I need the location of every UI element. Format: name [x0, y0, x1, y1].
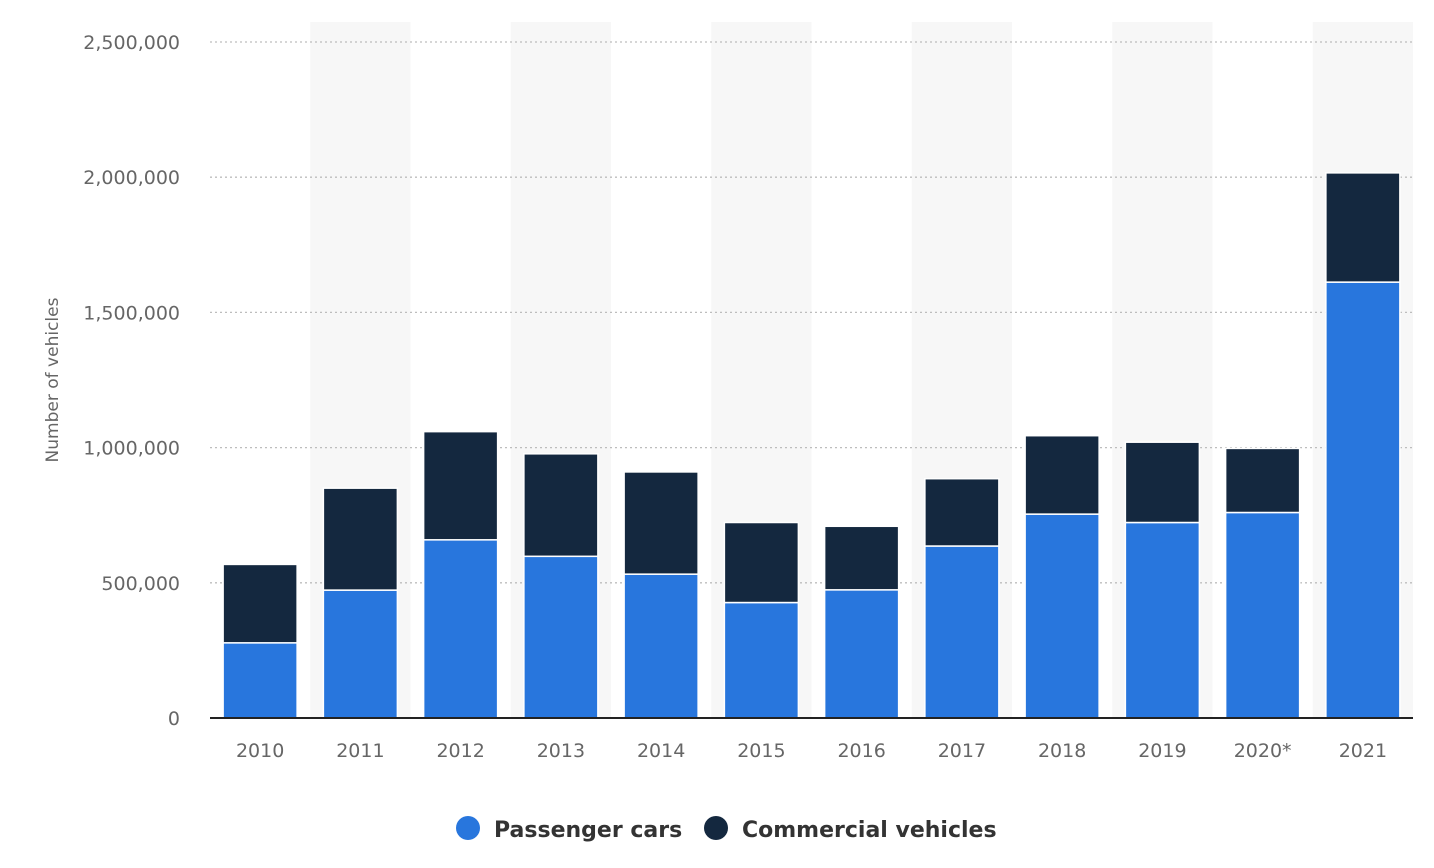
x-tick-label: 2018	[1038, 740, 1086, 762]
y-axis-ticks: 0 500,000 1,000,000 1,500,000 2,000,000 2,500…	[83, 32, 180, 730]
bar-commercial-vehicles	[1124, 441, 1201, 524]
x-tick-label: 2014	[637, 740, 685, 762]
legend-label: Commercial vehicles	[742, 818, 997, 843]
legend-swatch	[456, 816, 480, 840]
bar-commercial-vehicles	[322, 487, 399, 591]
y-tick-label: 1,500,000	[83, 302, 180, 324]
gridlines	[210, 41, 1413, 584]
bar-passenger-cars	[924, 545, 1000, 719]
bar-commercial-vehicles	[823, 525, 900, 591]
x-tick-label: 2019	[1138, 740, 1186, 762]
legend-label: Passenger cars	[494, 818, 682, 843]
x-tick-label: 2020*	[1234, 740, 1292, 762]
x-tick-label: 2017	[938, 740, 986, 762]
y-tick-label: 2,500,000	[83, 32, 180, 54]
bars	[222, 172, 1401, 719]
bar-passenger-cars	[623, 573, 699, 719]
bar-passenger-cars	[1224, 511, 1301, 719]
legend-swatch	[704, 816, 728, 840]
bar-commercial-vehicles	[723, 521, 800, 604]
bar-passenger-cars	[1124, 521, 1201, 719]
bar-commercial-vehicles	[1325, 172, 1401, 283]
bar-commercial-vehicles	[1224, 447, 1301, 514]
bar-commercial-vehicles	[222, 563, 298, 644]
bar-passenger-cars	[823, 589, 900, 719]
bar-commercial-vehicles	[924, 477, 1000, 547]
x-tick-label: 2012	[436, 740, 484, 762]
legend: Passenger cars Commercial vehicles	[456, 816, 997, 843]
x-tick-label: 2015	[737, 740, 785, 762]
x-tick-label: 2013	[537, 740, 585, 762]
bar-passenger-cars	[422, 539, 499, 719]
bar-passenger-cars	[723, 601, 800, 719]
x-tick-label: 2021	[1339, 740, 1387, 762]
y-tick-label: 1,000,000	[83, 438, 180, 460]
y-axis-title: Number of vehicles	[43, 297, 63, 462]
x-tick-label: 2010	[236, 740, 284, 762]
x-tick-label: 2011	[336, 740, 384, 762]
y-tick-label: 0	[168, 708, 180, 730]
bar-commercial-vehicles	[523, 453, 599, 558]
x-tick-label: 2016	[837, 740, 885, 762]
bar-commercial-vehicles	[422, 430, 499, 541]
bar-passenger-cars	[523, 555, 599, 719]
x-axis-ticks: 2010 2011 2012 2013 2014 2015 2016 2017 2018 2019…	[236, 740, 1387, 762]
bar-passenger-cars	[1024, 513, 1100, 719]
bar-passenger-cars	[322, 589, 399, 719]
bar-passenger-cars	[1325, 281, 1401, 719]
bar-commercial-vehicles	[1024, 434, 1100, 515]
bar-commercial-vehicles	[623, 471, 699, 575]
y-tick-label: 2,000,000	[83, 167, 180, 189]
y-tick-label: 500,000	[101, 573, 180, 595]
bar-passenger-cars	[222, 642, 298, 719]
